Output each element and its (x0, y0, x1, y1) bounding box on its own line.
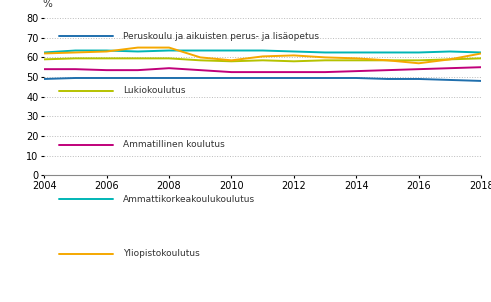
Ammattikorkeakoulukoulutus (416, 51, 422, 54)
Peruskoulu ja aikuisten perus- ja lisäopetus (354, 76, 359, 80)
Yliopistokoulutus (260, 55, 266, 58)
Ammattikorkeakoulukoulutus (228, 49, 234, 52)
Peruskoulu ja aikuisten perus- ja lisäopetus (416, 77, 422, 81)
Yliopistokoulutus (135, 46, 141, 49)
Ammattikorkeakoulukoulutus (135, 50, 141, 53)
Peruskoulu ja aikuisten perus- ja lisäopetus (104, 76, 109, 80)
Lukiokoulutus (228, 59, 234, 63)
Ammatillinen koulutus (478, 66, 484, 69)
Ammattikorkeakoulukoulutus (447, 50, 453, 53)
Ammatillinen koulutus (291, 70, 297, 74)
Line: Ammattikorkeakoulukoulutus: Ammattikorkeakoulukoulutus (44, 50, 481, 53)
Lukiokoulutus (384, 59, 390, 62)
Ammatillinen koulutus (41, 67, 47, 71)
Yliopistokoulutus (291, 53, 297, 57)
Peruskoulu ja aikuisten perus- ja lisäopetus (73, 76, 79, 80)
Yliopistokoulutus (322, 56, 328, 59)
Yliopistokoulutus (197, 56, 203, 59)
Peruskoulu ja aikuisten perus- ja lisäopetus (135, 76, 141, 80)
Lukiokoulutus (354, 59, 359, 62)
Peruskoulu ja aikuisten perus- ja lisäopetus (197, 76, 203, 80)
Text: Peruskoulu ja aikuisten perus- ja lisäopetus: Peruskoulu ja aikuisten perus- ja lisäop… (123, 32, 319, 41)
Ammatillinen koulutus (416, 67, 422, 71)
Lukiokoulutus (478, 56, 484, 60)
Yliopistokoulutus (228, 59, 234, 62)
Peruskoulu ja aikuisten perus- ja lisäopetus (41, 77, 47, 81)
Text: Ammattikorkeakoulukoulutus: Ammattikorkeakoulukoulutus (123, 195, 255, 204)
Yliopistokoulutus (478, 52, 484, 55)
Ammatillinen koulutus (260, 70, 266, 74)
Ammattikorkeakoulukoulutus (104, 49, 109, 52)
Line: Yliopistokoulutus: Yliopistokoulutus (44, 47, 481, 63)
Line: Lukiokoulutus: Lukiokoulutus (44, 58, 481, 61)
Text: Ammatillinen koulutus: Ammatillinen koulutus (123, 140, 224, 149)
Ammattikorkeakoulukoulutus (384, 51, 390, 54)
Lukiokoulutus (416, 59, 422, 62)
Line: Ammatillinen koulutus: Ammatillinen koulutus (44, 67, 481, 72)
Ammatillinen koulutus (104, 68, 109, 72)
Ammatillinen koulutus (197, 68, 203, 72)
Ammatillinen koulutus (354, 69, 359, 73)
Lukiokoulutus (73, 56, 79, 60)
Ammattikorkeakoulukoulutus (291, 50, 297, 53)
Yliopistokoulutus (104, 50, 109, 53)
Lukiokoulutus (41, 57, 47, 61)
Lukiokoulutus (197, 59, 203, 62)
Ammatillinen koulutus (322, 70, 328, 74)
Lukiokoulutus (166, 56, 172, 60)
Yliopistokoulutus (166, 46, 172, 49)
Lukiokoulutus (104, 56, 109, 60)
Line: Peruskoulu ja aikuisten perus- ja lisäopetus: Peruskoulu ja aikuisten perus- ja lisäop… (44, 78, 481, 81)
Ammattikorkeakoulukoulutus (197, 49, 203, 52)
Ammatillinen koulutus (73, 67, 79, 71)
Ammatillinen koulutus (166, 66, 172, 70)
Ammattikorkeakoulukoulutus (73, 49, 79, 52)
Lukiokoulutus (322, 59, 328, 62)
Lukiokoulutus (260, 59, 266, 62)
Ammattikorkeakoulukoulutus (478, 51, 484, 54)
Ammattikorkeakoulukoulutus (41, 51, 47, 54)
Ammattikorkeakoulukoulutus (354, 51, 359, 54)
Peruskoulu ja aikuisten perus- ja lisäopetus (322, 76, 328, 80)
Lukiokoulutus (135, 56, 141, 60)
Text: Lukiokoulutus: Lukiokoulutus (123, 86, 185, 95)
Yliopistokoulutus (447, 57, 453, 61)
Lukiokoulutus (291, 59, 297, 63)
Ammatillinen koulutus (447, 66, 453, 70)
Peruskoulu ja aikuisten perus- ja lisäopetus (291, 76, 297, 80)
Peruskoulu ja aikuisten perus- ja lisäopetus (478, 79, 484, 83)
Yliopistokoulutus (416, 62, 422, 65)
Peruskoulu ja aikuisten perus- ja lisäopetus (260, 76, 266, 80)
Text: Yliopistokoulutus: Yliopistokoulutus (123, 249, 199, 258)
Yliopistokoulutus (73, 51, 79, 54)
Yliopistokoulutus (41, 52, 47, 55)
Ammattikorkeakoulukoulutus (322, 51, 328, 54)
Peruskoulu ja aikuisten perus- ja lisäopetus (384, 77, 390, 81)
Text: %: % (42, 0, 52, 9)
Lukiokoulutus (447, 57, 453, 61)
Peruskoulu ja aikuisten perus- ja lisäopetus (166, 76, 172, 80)
Peruskoulu ja aikuisten perus- ja lisäopetus (447, 78, 453, 82)
Ammatillinen koulutus (228, 70, 234, 74)
Peruskoulu ja aikuisten perus- ja lisäopetus (228, 76, 234, 80)
Ammattikorkeakoulukoulutus (260, 49, 266, 52)
Ammatillinen koulutus (384, 68, 390, 72)
Yliopistokoulutus (354, 56, 359, 60)
Ammattikorkeakoulukoulutus (166, 49, 172, 52)
Ammatillinen koulutus (135, 68, 141, 72)
Yliopistokoulutus (384, 59, 390, 62)
